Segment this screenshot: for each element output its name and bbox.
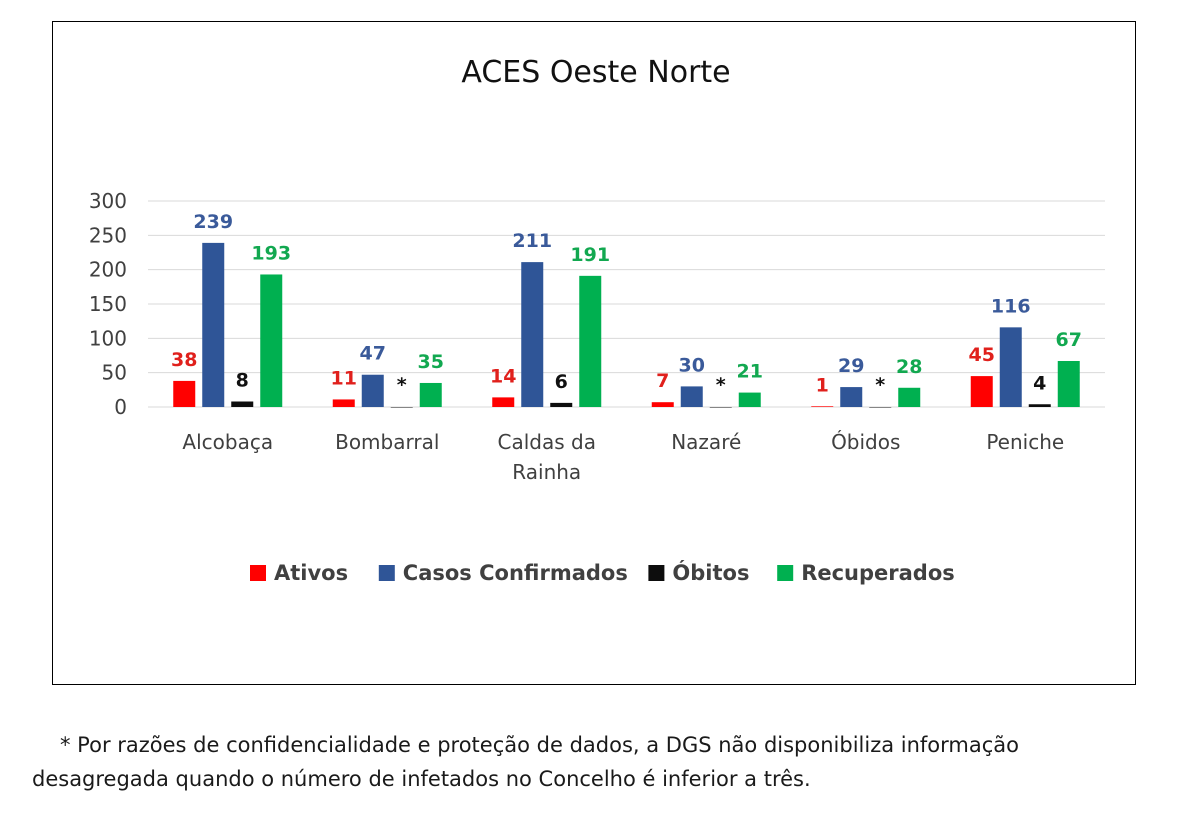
- data-label: 116: [991, 295, 1031, 317]
- bar-recuperados: [738, 392, 761, 407]
- data-label: 28: [896, 356, 922, 378]
- y-tick-label: 50: [102, 361, 127, 385]
- legend-swatch: [250, 565, 266, 581]
- data-label: 193: [251, 242, 291, 264]
- data-label: 47: [360, 343, 386, 365]
- bar-casos-confirmados: [361, 374, 384, 407]
- data-label: 6: [555, 371, 568, 393]
- y-tick-label: 250: [89, 223, 127, 247]
- data-label: 30: [679, 354, 705, 376]
- x-tick-label: Peniche: [986, 430, 1064, 454]
- footnote: * Por razões de confidencialidade e prot…: [32, 728, 1182, 796]
- x-tick-label: Caldas da: [498, 430, 596, 454]
- gridlines: [148, 200, 1105, 408]
- data-label: 29: [838, 355, 864, 377]
- data-label: 38: [171, 349, 197, 371]
- data-label: 211: [512, 230, 552, 252]
- bar-óbitos: [869, 407, 892, 408]
- footnote-line-1: * Por razões de confidencialidade e prot…: [60, 733, 1020, 757]
- bar-ativos: [811, 406, 834, 407]
- legend: Ativos Casos Confirmados Óbitos Recuperados: [250, 560, 955, 585]
- y-tick-label: 200: [89, 258, 127, 282]
- x-tick-label: Nazaré: [671, 430, 741, 454]
- data-label: 7: [656, 370, 669, 392]
- y-axis: 0 50 100 150 200 250 300: [89, 189, 127, 419]
- y-tick-label: 0: [114, 395, 127, 419]
- bar-ativos: [492, 397, 515, 407]
- bar-óbitos: [1028, 404, 1051, 407]
- bar-chart: ACES Oeste Norte 0 50 100 150 200 250 300 38 23…: [89, 55, 1105, 585]
- bar-recuperados: [1057, 360, 1080, 407]
- data-label: 21: [737, 361, 763, 383]
- data-label: *: [875, 374, 885, 396]
- data-label: 45: [969, 344, 995, 366]
- bar-casos-confirmados: [680, 386, 703, 407]
- x-axis: Alcobaça Bombarral Caldas da Rainha Nazaré Ób…: [182, 430, 1064, 484]
- legend-swatch: [648, 565, 665, 581]
- bar-óbitos: [390, 407, 413, 408]
- data-label: 35: [418, 351, 444, 373]
- bar-casos-confirmados: [840, 387, 863, 407]
- bar-casos-confirmados: [202, 242, 225, 407]
- bar-óbitos: [550, 402, 573, 407]
- bar-recuperados: [260, 274, 283, 407]
- data-label: 191: [570, 244, 610, 266]
- bar-casos-confirmados: [521, 262, 544, 407]
- data-label: 11: [331, 367, 357, 389]
- x-tick-label: Alcobaça: [182, 430, 273, 454]
- legend-label: Óbitos: [672, 560, 749, 585]
- x-tick-label: Rainha: [512, 460, 581, 484]
- legend-label: Casos Confirmados: [403, 561, 628, 585]
- bar-casos-confirmados: [999, 327, 1022, 407]
- data-label: 239: [193, 211, 233, 233]
- bar-ativos: [332, 399, 355, 407]
- data-labels: 3823981931147*35142116191730*21129*28451…: [171, 211, 1082, 396]
- x-tick-label: Bombarral: [335, 430, 439, 454]
- y-tick-label: 150: [89, 292, 127, 316]
- bar-ativos: [970, 376, 993, 407]
- bar-óbitos: [231, 401, 254, 407]
- data-label: 14: [490, 365, 516, 387]
- data-label: 1: [816, 374, 829, 396]
- legend-swatch: [378, 565, 395, 581]
- data-label: *: [397, 374, 407, 396]
- bar-recuperados: [579, 275, 602, 407]
- bar-recuperados: [898, 387, 921, 407]
- bars: [173, 242, 1080, 408]
- y-tick-label: 300: [89, 189, 127, 213]
- data-label: 4: [1033, 372, 1046, 394]
- bar-óbitos: [709, 407, 732, 408]
- x-tick-label: Óbidos: [831, 430, 900, 454]
- bar-ativos: [651, 402, 674, 407]
- legend-label: Recuperados: [801, 561, 955, 585]
- legend-label: Ativos: [274, 561, 348, 585]
- bar-recuperados: [419, 382, 442, 407]
- data-label: 8: [236, 370, 249, 392]
- data-label: *: [716, 374, 726, 396]
- chart-title: ACES Oeste Norte: [461, 55, 730, 90]
- bar-ativos: [173, 380, 196, 407]
- footnote-line-2: desagregada quando o número de infetados…: [32, 767, 811, 791]
- legend-swatch: [777, 565, 794, 581]
- y-tick-label: 100: [89, 326, 127, 350]
- data-label: 67: [1056, 329, 1082, 351]
- chart-frame: ACES Oeste Norte 0 50 100 150 200 250 300 38 23…: [52, 21, 1136, 685]
